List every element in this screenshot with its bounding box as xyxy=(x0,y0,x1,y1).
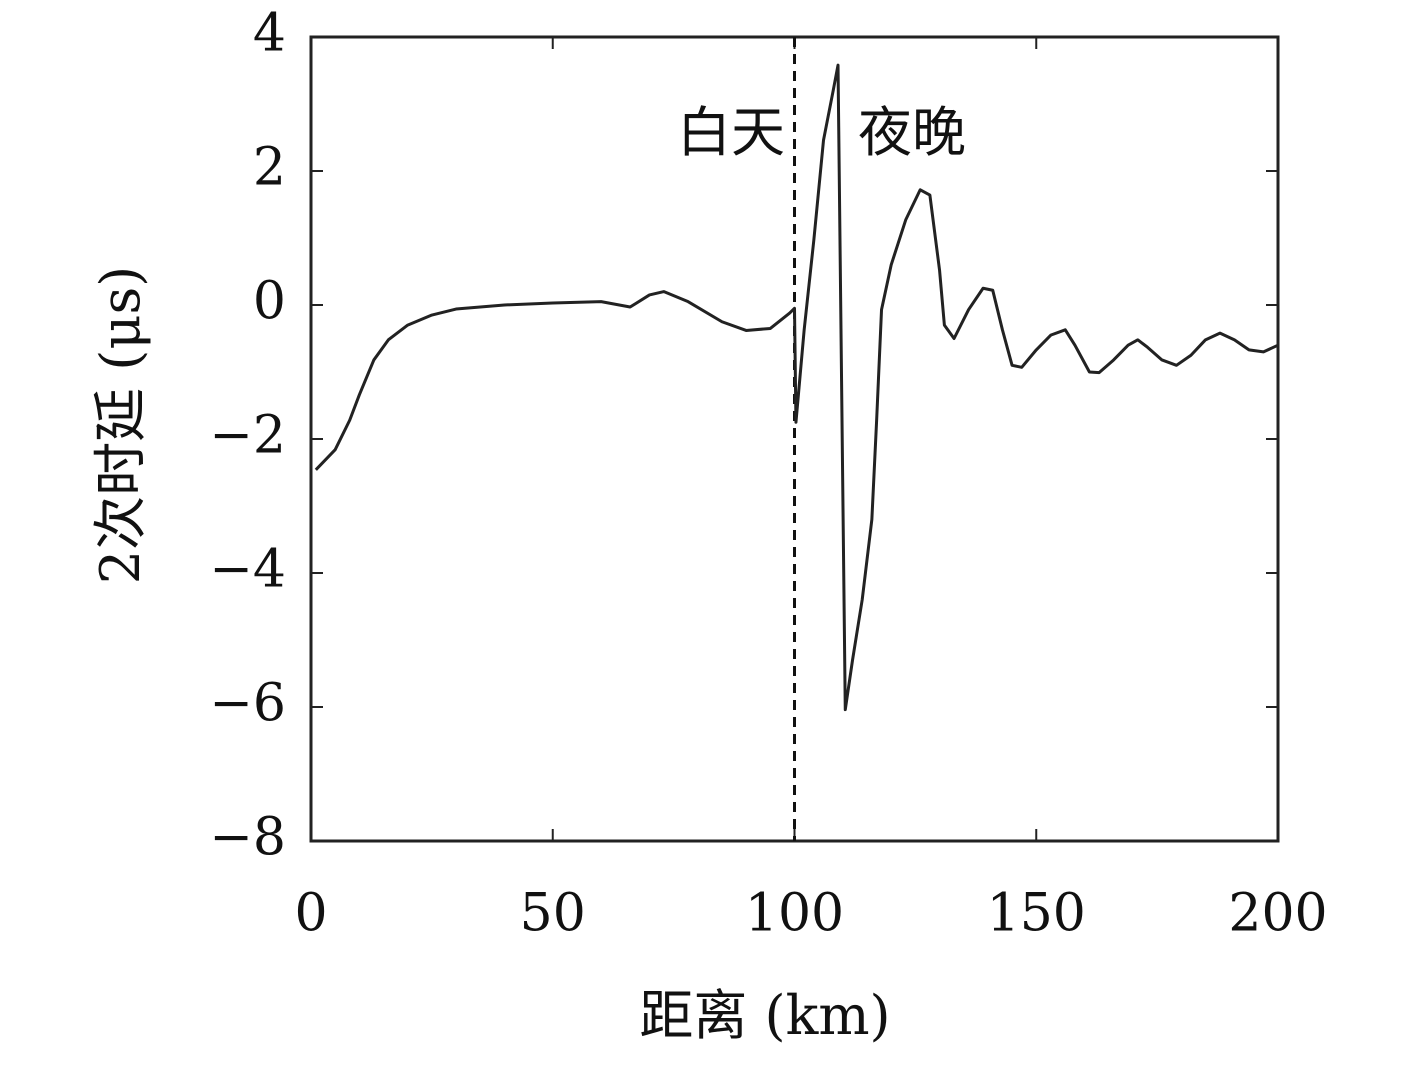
x-tick-label: 150 xyxy=(987,884,1086,944)
x-tick-label: 0 xyxy=(294,884,327,944)
y-tick-label: 0 xyxy=(253,272,286,332)
y-tick-label: −8 xyxy=(209,808,286,868)
x-axis-label: 距离 (km) xyxy=(639,984,890,1047)
y-tick-label: 2 xyxy=(253,138,286,198)
y-axis-label: 2次时延 (μs) xyxy=(89,266,152,584)
y-tick-label: 4 xyxy=(253,4,286,64)
y-tick-label: −6 xyxy=(209,674,286,734)
y-tick-label: −2 xyxy=(209,406,286,466)
data-line xyxy=(314,63,1279,712)
y-tick-label: −4 xyxy=(209,540,286,600)
annotation: 白天 xyxy=(677,101,785,164)
annotation: 夜晚 xyxy=(858,101,966,164)
x-tick-label: 50 xyxy=(520,884,586,944)
x-tick-label: 100 xyxy=(745,884,844,944)
x-tick-label: 200 xyxy=(1228,884,1327,944)
